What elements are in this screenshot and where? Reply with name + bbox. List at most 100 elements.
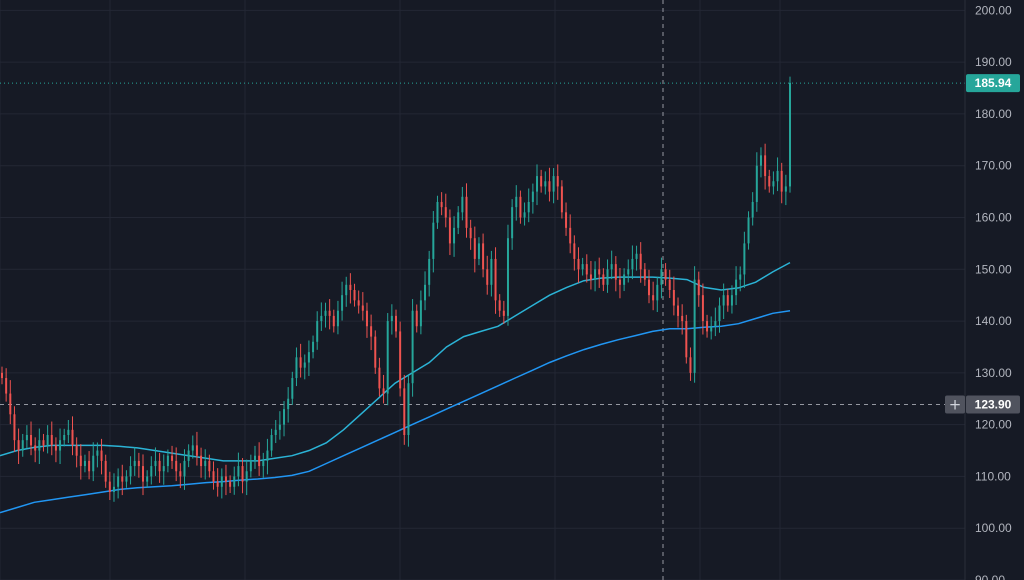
candle-body [204,460,207,467]
candle-body [5,378,8,394]
candle-body [759,155,762,166]
candle-body [548,181,551,192]
candle-body [457,212,460,228]
candle-body [453,227,456,244]
candle-body [660,269,663,285]
y-tick-label: 200.00 [975,3,1012,17]
candle-body [336,310,339,327]
candle-body [287,398,290,410]
candle-body [166,455,169,467]
candle-body [643,269,646,280]
candle-body [9,393,12,415]
candle-body [1,372,3,379]
candle-body [295,357,298,379]
candle-body [142,466,145,482]
candle-body [349,284,352,290]
candle-body [718,305,721,322]
candle-body [390,315,393,322]
candle-body [668,279,671,290]
candle-body [361,305,364,311]
candle-body [589,274,592,280]
candle-body [399,331,402,389]
candles-series [1,76,791,502]
candle-body [146,476,149,482]
candle-body [465,196,468,228]
candle-body [482,243,485,270]
candle-body [46,435,49,446]
candle-body [552,176,555,192]
candle-body [677,305,680,316]
candle-body [34,445,37,451]
candle-body [179,471,182,477]
candle-body [461,196,464,213]
candle-body [544,181,547,187]
candle-body [706,321,709,332]
candle-body [569,227,572,244]
candle-body [83,460,86,467]
ma-fast-series [0,261,791,462]
candle-body [730,295,733,306]
y-tick-label: 160.00 [975,211,1012,225]
candle-body [63,435,66,441]
candle-body [129,466,132,477]
candle-body [345,284,348,296]
candle-body [183,460,186,477]
candle-body [299,357,302,368]
candle-body [200,455,203,467]
candle-body [494,258,497,301]
candle-body [150,466,153,477]
ma-fast-line [0,261,791,462]
candle-body [585,264,588,275]
candle-body [623,274,626,285]
candle-body [249,460,252,472]
candle-body [13,414,16,441]
candle-body [54,445,57,451]
candle-body [370,326,373,337]
candle-body [100,450,103,461]
candle-body [577,258,580,270]
candle-body [540,176,543,187]
candle-body [739,274,742,280]
candle-body [693,279,696,373]
candle-body [789,82,791,187]
candle-body [436,201,439,223]
crosshair-plus-button[interactable] [945,395,965,414]
candle-body [67,429,70,435]
candle-body [162,466,165,472]
candle-body [701,295,704,322]
y-tick-label: 90.00 [975,573,1005,580]
price-axis[interactable]: 200.00 190.00 180.00 170.00 160.00 150.00 140.… [975,3,1012,580]
candle-body [710,326,713,332]
candle-body [784,186,787,192]
candle-body [627,269,630,275]
plus-icon: + [949,395,962,413]
candle-body [25,435,28,441]
candle-body [245,471,248,482]
candle-body [776,170,779,182]
candle-body [212,471,215,482]
candle-body [374,336,377,368]
candle-body [664,269,667,280]
candle-body [59,440,62,451]
candle-body [253,455,256,461]
candle-body [270,435,273,451]
candle-body [50,435,53,446]
crosshair-price-label: 123.90 [975,397,1012,411]
candle-body [133,460,136,467]
candle-body [490,258,493,285]
candle-body [341,295,344,311]
candle-body [722,295,725,306]
candle-body [158,460,161,472]
candle-body [714,321,717,327]
candle-body [697,279,700,296]
candle-body [229,481,232,487]
candle-body [602,274,605,285]
candle-body [108,481,111,492]
candle-body [448,217,451,244]
candle-body [216,481,219,487]
ma-slow-series [0,309,791,514]
candle-body [353,290,356,301]
crosshair-price-badge-bg [966,395,1020,414]
